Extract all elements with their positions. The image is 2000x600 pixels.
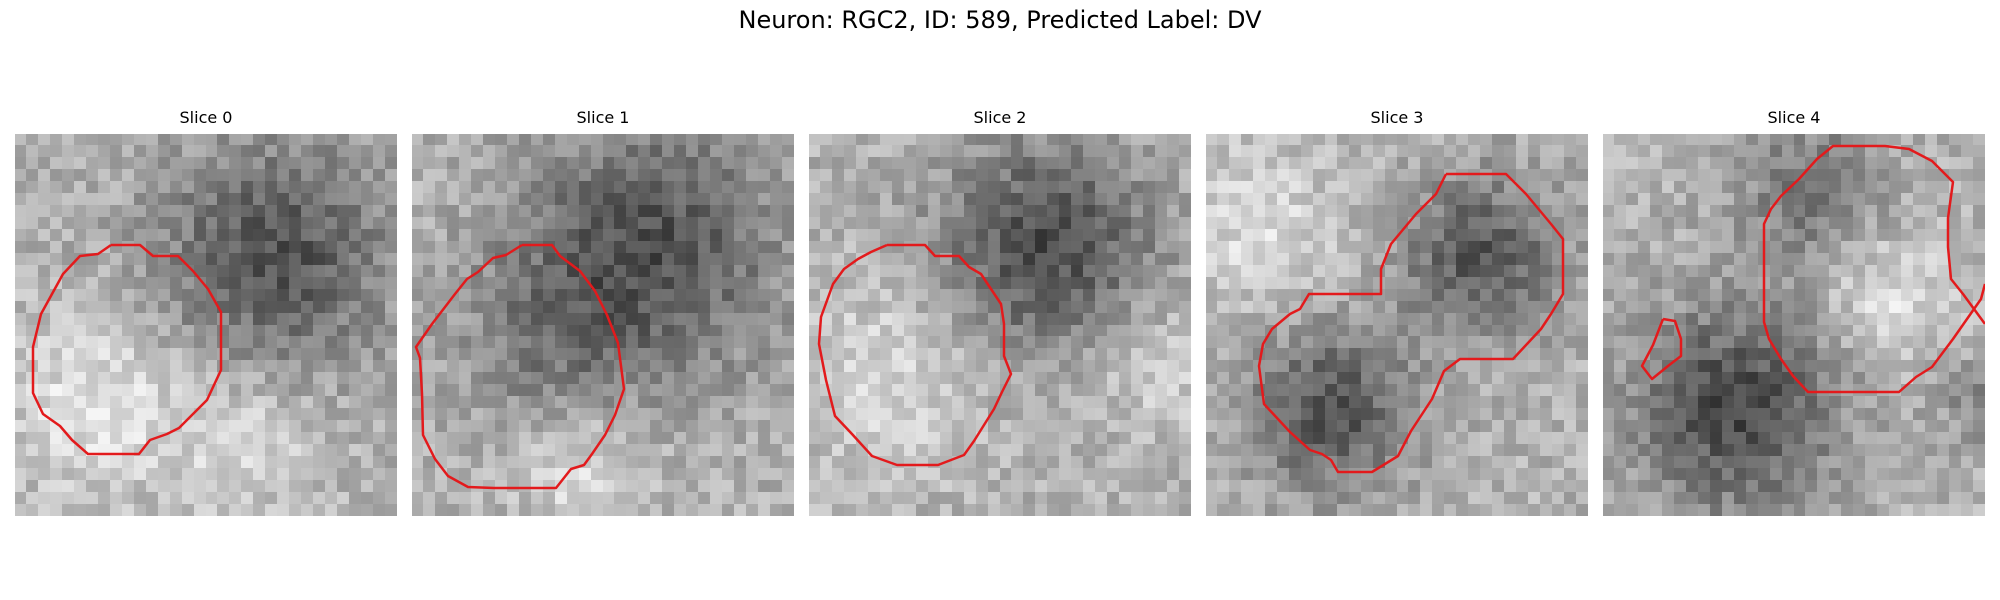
segmentation-contour bbox=[31, 243, 223, 456]
slice-image-0 bbox=[15, 134, 397, 516]
slice-panel-3: Slice 3 bbox=[1206, 106, 1588, 516]
slice-title: Slice 3 bbox=[1370, 108, 1424, 127]
grayscale-slice-image bbox=[1603, 134, 1985, 516]
grayscale-slice-image bbox=[412, 134, 794, 516]
grayscale-slice-image bbox=[15, 134, 397, 516]
slice-image-4 bbox=[1603, 134, 1985, 516]
grayscale-slice-image bbox=[1206, 134, 1588, 516]
slice-panel-0: Slice 0 bbox=[15, 106, 397, 516]
segmentation-contour bbox=[1762, 144, 1985, 394]
slice-panel-1: Slice 1 bbox=[412, 106, 794, 516]
segmentation-contour-overlay bbox=[31, 243, 223, 456]
slice-panel-4: Slice 4 bbox=[1603, 106, 1985, 516]
grayscale-slice-image bbox=[809, 134, 1191, 516]
segmentation-contour-overlay bbox=[817, 243, 1013, 467]
segmentation-contour-small bbox=[1640, 317, 1683, 381]
segmentation-contour bbox=[817, 243, 1013, 467]
segmentation-contour-overlay bbox=[1640, 144, 1985, 394]
slice-title: Slice 0 bbox=[179, 108, 233, 127]
slice-title: Slice 2 bbox=[973, 108, 1027, 127]
slice-image-1 bbox=[412, 134, 794, 516]
segmentation-contour bbox=[1257, 172, 1565, 474]
segmentation-contour-overlay bbox=[1257, 172, 1565, 474]
slice-panel-2: Slice 2 bbox=[809, 106, 1191, 516]
segmentation-contour bbox=[414, 243, 626, 490]
slice-image-3 bbox=[1206, 134, 1588, 516]
slice-image-2 bbox=[809, 134, 1191, 516]
slice-title: Slice 1 bbox=[576, 108, 630, 127]
slice-title: Slice 4 bbox=[1767, 108, 1821, 127]
segmentation-contour-overlay bbox=[414, 243, 626, 490]
figure-title: Neuron: RGC2, ID: 589, Predicted Label: … bbox=[738, 6, 1262, 34]
